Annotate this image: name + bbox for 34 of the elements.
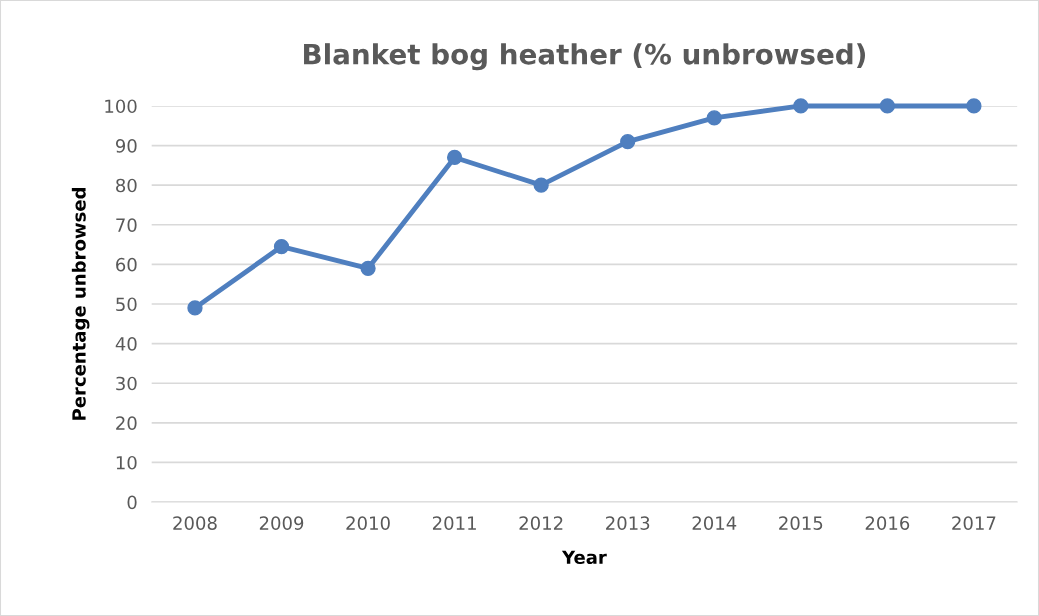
x-tick-label: 2014: [692, 516, 737, 530]
x-tick-label: 2009: [259, 516, 304, 530]
x-tick-label: 2012: [519, 516, 563, 530]
x-tick-label: 2017: [952, 516, 996, 530]
point: [360, 260, 376, 276]
x-tick-label: 2016: [865, 516, 910, 530]
y-tick-label: 70: [116, 218, 137, 232]
x-axis-title: Year: [561, 550, 607, 565]
y-tick-label: 90: [115, 139, 137, 153]
y-tick-label: 10: [116, 455, 137, 470]
point: [793, 98, 809, 114]
y-tick-label: 100: [105, 99, 137, 114]
point: [446, 149, 463, 166]
y-tick-label: 30: [116, 376, 137, 391]
y-tick-label: 60: [116, 257, 137, 272]
y-tick-label: 50: [116, 297, 137, 312]
x-tick-label: 2011: [432, 516, 476, 530]
y-tick-label: 80: [116, 178, 137, 193]
point: [533, 177, 549, 193]
point: [706, 110, 722, 126]
y-tick-label: 40: [115, 337, 137, 351]
y-tick-label: 20: [116, 416, 137, 430]
x-tick-label: 2013: [606, 516, 650, 530]
y-tick-label: 0: [127, 495, 137, 510]
chart-title: Blanket bog heather (% unbrowsed): [304, 43, 866, 71]
x-tick-label: 2010: [346, 516, 390, 530]
point: [879, 98, 895, 114]
y-axis-title: Percentage unbrowsed: [71, 188, 90, 420]
x-tick-label: 2015: [779, 516, 823, 530]
point: [187, 300, 203, 316]
point: [966, 98, 982, 114]
point: [620, 133, 636, 150]
point: [273, 238, 290, 255]
x-tick-label: 2008: [173, 516, 217, 530]
